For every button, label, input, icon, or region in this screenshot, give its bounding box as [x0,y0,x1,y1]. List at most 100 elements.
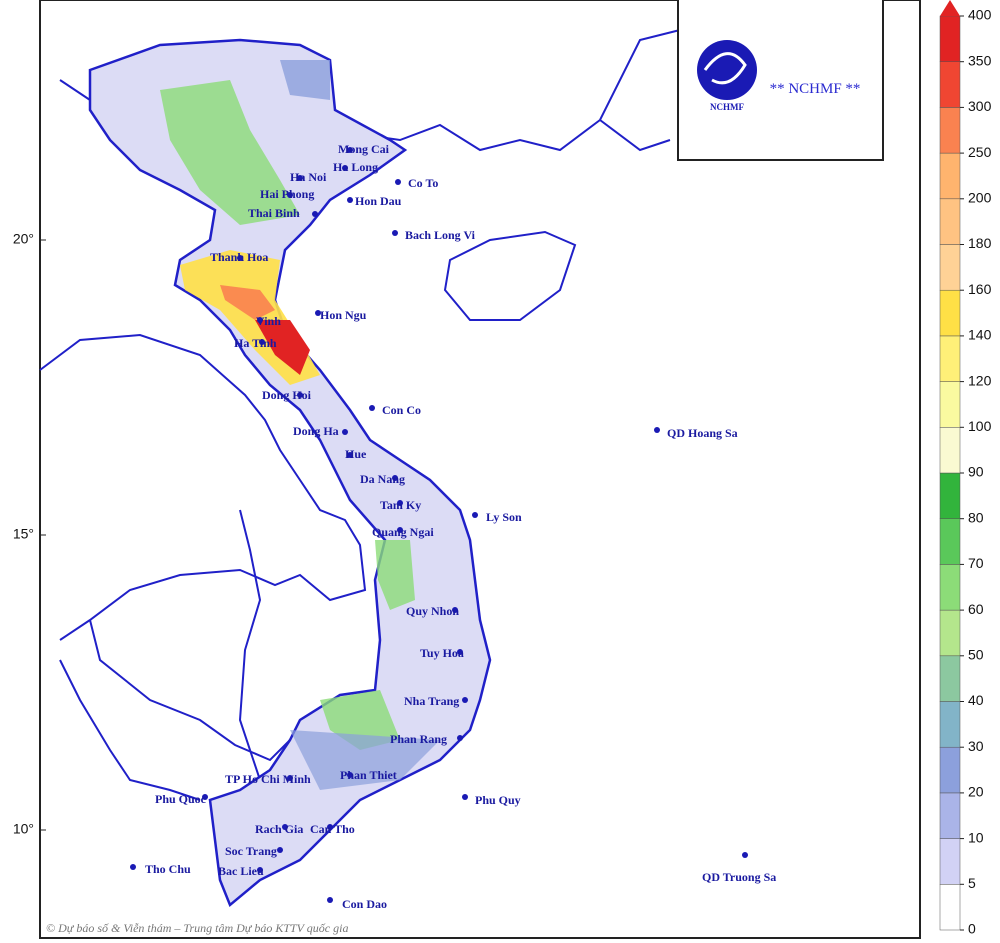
place-dot [297,392,303,398]
colorbar-band [939,335,961,382]
latitude-label: 15° [13,526,34,542]
place-label: Thai Binh [248,206,300,220]
place-label: Tuy Hoa [420,646,464,660]
place-label: Ha Long [333,160,378,174]
colorbar-label: 400 [968,7,992,23]
colorbar-band [939,244,961,291]
place-label: Quy Nhon [406,604,459,618]
latitude-labels: 20° 15° 10° [13,231,46,837]
place-dot [257,867,263,873]
colorbar-band [939,701,961,748]
place-dot [457,735,463,741]
colorbar-label: 160 [968,281,992,297]
place-label: Thanh Hoa [210,250,268,264]
place-label: Ha Tinh [234,336,277,350]
colorbar-band [939,152,961,200]
place-label: Dong Hoi [262,388,312,402]
logo-box: NCHMF ** NCHMF ** [677,0,884,161]
place-dot [462,794,468,800]
colorbar-label: 100 [968,418,992,434]
logo-swirl [703,52,747,85]
colorbar-label: 50 [968,647,984,663]
colorbar-label: 10 [968,829,984,845]
place-label: Co To [408,176,438,190]
colorbar-label: 20 [968,784,984,800]
place-label: Da Nang [360,472,405,486]
place-dot [259,339,265,345]
colorbar-band [939,427,961,474]
china-coast [59,29,681,152]
borders [39,29,681,801]
place-label: Hai Phong [260,187,314,201]
rain-area [290,730,440,790]
place-label: Hon Dau [355,194,402,208]
place-dot [315,310,321,316]
place-label: Phu Quoc [155,792,207,806]
colorbar-band [939,107,961,154]
place-label: Dong Ha [293,424,339,438]
place-dot [342,165,348,171]
colorbar-label: 350 [968,52,992,68]
colorbar-band [939,472,961,519]
place-dot [257,317,263,323]
place-dot [287,775,293,781]
latitude-label: 20° [13,231,34,247]
place-dot [472,512,478,518]
place-label: Vinh [256,314,281,328]
colorbar-band [939,15,961,62]
place-label: Phu Quy [475,793,521,807]
place-label: Tho Chu [145,862,191,876]
place-label: Tam Ky [380,498,421,512]
place-label: Bach Long Vi [405,228,476,242]
colorbar-label: 250 [968,144,992,160]
place-dot [742,852,748,858]
place-dot [327,897,333,903]
place-label: Quang Ngai [372,525,434,539]
river [238,509,262,781]
place-dot [397,527,403,533]
colorbar-label: 200 [968,190,992,206]
place-dot [457,649,463,655]
colorbar-label: 40 [968,692,984,708]
place-dot [392,475,398,481]
place-label: Hue [345,447,367,461]
place-dot [277,847,283,853]
colorbar-label: 5 [968,875,976,891]
colorbar-band [939,609,961,657]
place-dot [369,405,375,411]
hainan [443,230,577,321]
place-label: Phan Rang [390,732,447,746]
place-label: QD Truong Sa [702,870,776,884]
colorbar-band [939,61,961,108]
colorbar: 0 5 10 20 30 40 50 60 70 80 90 100 120 140 160 180 200 25… [939,0,992,937]
place-dot [654,427,660,433]
colorbar-label: 60 [968,601,984,617]
place-label: Nha Trang [404,694,459,708]
rain-area [280,60,330,100]
rain-area [160,80,300,225]
rain-areas [160,60,440,790]
place-dot [347,197,353,203]
colorbar-label: 0 [968,921,976,937]
place-label: Con Dao [342,897,387,911]
colorbar-band [939,198,961,245]
place-dot [462,697,468,703]
place-dot [237,255,243,261]
place-dot [342,429,348,435]
laos-border [39,333,367,641]
place-label: Ly Son [486,510,522,524]
colorbar-arrow [940,0,960,16]
place-label: Bac Lieu [218,864,264,878]
rain-area [375,540,415,610]
place-label: Phan Thiet [340,768,397,782]
colorbar-band [939,564,961,611]
colorbar-band [939,381,961,428]
place-dot [452,607,458,613]
colorbar-label: 180 [968,235,992,251]
place-dot [392,230,398,236]
place-dot [347,147,353,153]
place-dot [130,864,136,870]
colorbar-label: 70 [968,555,984,571]
colorbar-label: 90 [968,464,984,480]
